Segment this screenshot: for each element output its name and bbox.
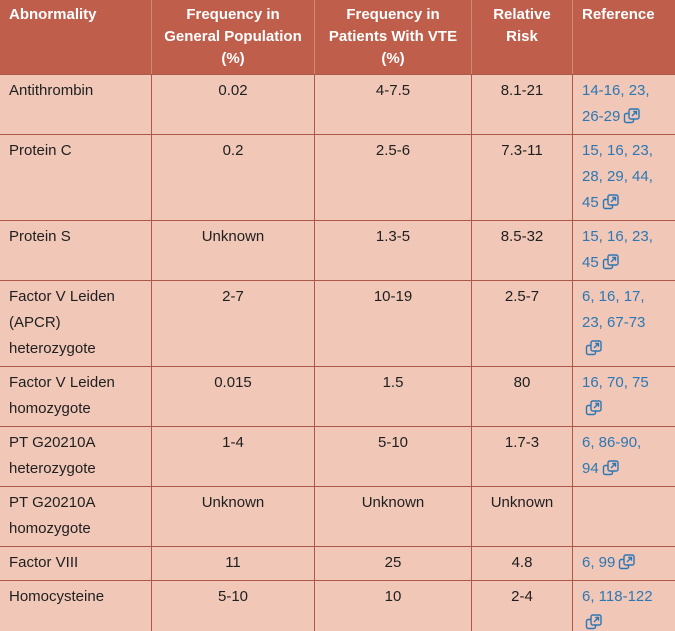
cell-reference <box>573 486 675 546</box>
cell-freq-general: Unknown <box>152 220 315 280</box>
table-row: Antithrombin 0.02 4-7.5 8.1-21 14-16, 23… <box>0 74 675 134</box>
cell-relative-risk: 8.5-32 <box>472 220 573 280</box>
table-row: PT G20210A heterozygote 1-4 5-10 1.7-3 6… <box>0 426 675 486</box>
cell-abnormality: Homocysteine <box>0 580 152 631</box>
cell-abnormality: Factor V Leiden (APCR) heterozygote <box>0 280 152 366</box>
cell-reference: 6, 118-122 <box>573 580 675 631</box>
cell-abnormality: Antithrombin <box>0 74 152 134</box>
column-header-freq-vte: Frequency in Patients With VTE (%) <box>315 0 472 74</box>
cell-abnormality: Factor VIII <box>0 546 152 580</box>
cell-freq-vte: 1.5 <box>315 366 472 426</box>
cell-reference: 15, 16, 23, 45 <box>573 220 675 280</box>
cell-freq-general: 0.015 <box>152 366 315 426</box>
cell-freq-vte: 4-7.5 <box>315 74 472 134</box>
cell-freq-vte: 1.3-5 <box>315 220 472 280</box>
cell-freq-vte: 2.5-6 <box>315 134 472 220</box>
cell-relative-risk: 80 <box>472 366 573 426</box>
cell-relative-risk: 2-4 <box>472 580 573 631</box>
cell-relative-risk: 8.1-21 <box>472 74 573 134</box>
cell-abnormality: Protein S <box>0 220 152 280</box>
cell-freq-vte: 5-10 <box>315 426 472 486</box>
external-link-icon <box>602 254 619 270</box>
column-header-relative-risk: Relative Risk <box>472 0 573 74</box>
reference-text: 6, 118-122 <box>582 588 653 605</box>
external-link-icon <box>624 108 641 124</box>
reference-text: 14-16, 23, 26-29 <box>582 82 650 125</box>
cell-freq-vte: 10-19 <box>315 280 472 366</box>
cell-reference: 15, 16, 23, 28, 29, 44, 45 <box>573 134 675 220</box>
table-row: Factor V Leiden homozygote 0.015 1.5 80 … <box>0 366 675 426</box>
external-link-icon <box>585 340 602 356</box>
cell-reference: 16, 70, 75 <box>573 366 675 426</box>
cell-freq-general: 11 <box>152 546 315 580</box>
reference-link[interactable]: 6, 16, 17, 23, 67-73 <box>582 288 645 357</box>
table-row: Protein C 0.2 2.5-6 7.3-11 15, 16, 23, 2… <box>0 134 675 220</box>
cell-freq-vte: 25 <box>315 546 472 580</box>
cell-abnormality: Protein C <box>0 134 152 220</box>
reference-text: 15, 16, 23, 28, 29, 44, 45 <box>582 142 653 211</box>
reference-link[interactable]: 15, 16, 23, 28, 29, 44, 45 <box>582 142 653 211</box>
header-row: Abnormality Frequency in General Populat… <box>0 0 675 74</box>
external-link-icon <box>602 194 619 210</box>
cell-freq-general: 1-4 <box>152 426 315 486</box>
external-link-icon <box>585 614 602 630</box>
reference-link[interactable]: 14-16, 23, 26-29 <box>582 82 650 125</box>
external-link-icon <box>602 460 619 476</box>
cell-reference: 6, 99 <box>573 546 675 580</box>
reference-link[interactable]: 6, 99 <box>582 554 636 571</box>
table-row: Protein S Unknown 1.3-5 8.5-32 15, 16, 2… <box>0 220 675 280</box>
cell-relative-risk: Unknown <box>472 486 573 546</box>
table-row: Factor V Leiden (APCR) heterozygote 2-7 … <box>0 280 675 366</box>
table-row: Homocysteine 5-10 10 2-4 6, 118-122 <box>0 580 675 631</box>
reference-link[interactable]: 6, 118-122 <box>582 588 653 631</box>
cell-freq-general: 5-10 <box>152 580 315 631</box>
cell-freq-vte: Unknown <box>315 486 472 546</box>
cell-freq-general: 2-7 <box>152 280 315 366</box>
cell-relative-risk: 1.7-3 <box>472 426 573 486</box>
reference-text: 16, 70, 75 <box>582 374 649 391</box>
cell-reference: 6, 86-90, 94 <box>573 426 675 486</box>
table-row: PT G20210A homozygote Unknown Unknown Un… <box>0 486 675 546</box>
reference-link[interactable]: 15, 16, 23, 45 <box>582 228 653 271</box>
cell-freq-vte: 10 <box>315 580 472 631</box>
cell-reference: 14-16, 23, 26-29 <box>573 74 675 134</box>
cell-abnormality: PT G20210A heterozygote <box>0 426 152 486</box>
cell-relative-risk: 2.5-7 <box>472 280 573 366</box>
cell-reference: 6, 16, 17, 23, 67-73 <box>573 280 675 366</box>
external-link-icon <box>619 554 636 570</box>
external-link-icon <box>585 400 602 416</box>
reference-link[interactable]: 16, 70, 75 <box>582 374 649 417</box>
column-header-reference: Reference <box>573 0 675 74</box>
cell-freq-general: 0.02 <box>152 74 315 134</box>
reference-text: 6, 99 <box>582 554 616 571</box>
cell-freq-general: 0.2 <box>152 134 315 220</box>
reference-text: 6, 16, 17, 23, 67-73 <box>582 288 646 331</box>
cell-freq-general: Unknown <box>152 486 315 546</box>
cell-abnormality: Factor V Leiden homozygote <box>0 366 152 426</box>
reference-text: 6, 86-90, 94 <box>582 434 642 477</box>
column-header-abnormality: Abnormality <box>0 0 152 74</box>
reference-link[interactable]: 6, 86-90, 94 <box>582 434 641 477</box>
cell-relative-risk: 4.8 <box>472 546 573 580</box>
column-header-freq-general: Frequency in General Population (%) <box>152 0 315 74</box>
reference-text: 15, 16, 23, 45 <box>582 228 653 271</box>
cell-relative-risk: 7.3-11 <box>472 134 573 220</box>
cell-abnormality: PT G20210A homozygote <box>0 486 152 546</box>
table-row: Factor VIII 11 25 4.8 6, 99 <box>0 546 675 580</box>
